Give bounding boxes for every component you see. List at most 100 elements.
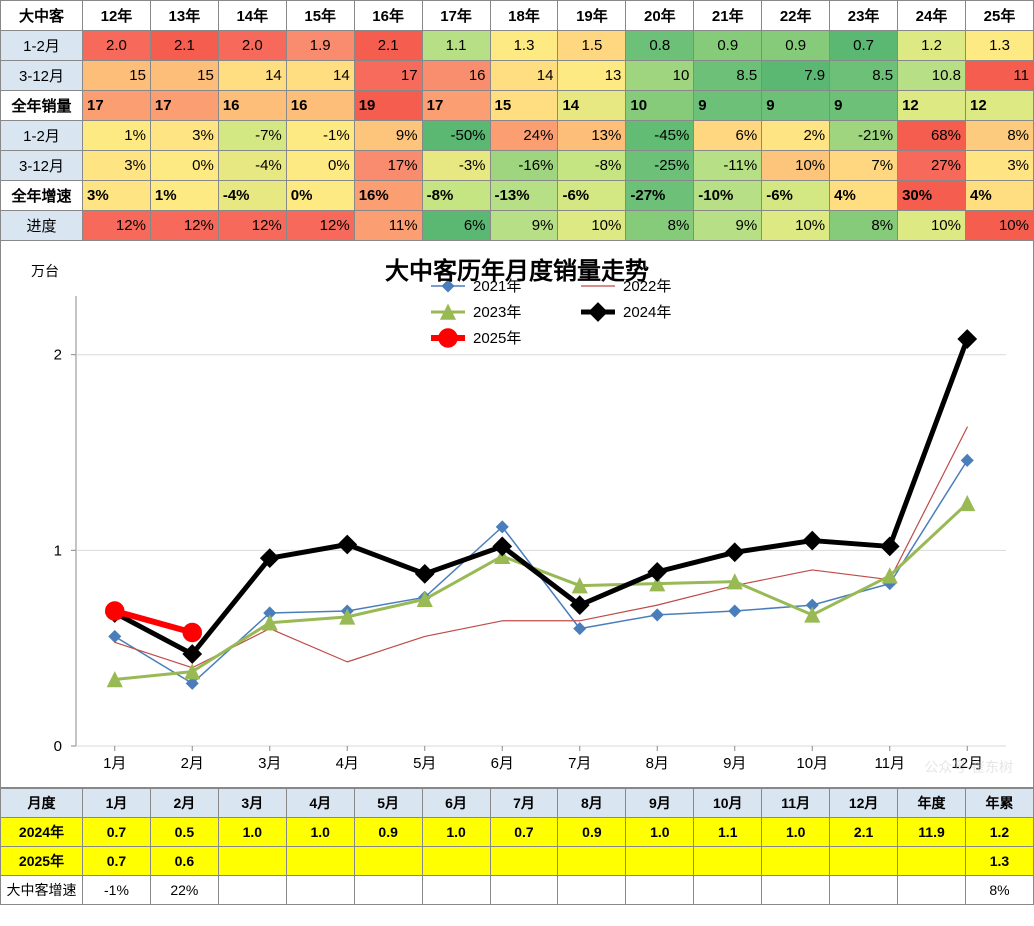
heatmap-cell: 6% (694, 121, 762, 151)
monthly-row-2: 大中客增速-1%22% 8% (1, 876, 1034, 905)
heatmap-cell: 12% (286, 211, 354, 241)
heatmap-cell: -10% (694, 181, 762, 211)
heatmap-cell: 8.5 (830, 61, 898, 91)
heatmap-cell: 2% (762, 121, 830, 151)
heatmap-cell: 13% (558, 121, 626, 151)
heatmap-cell: 17% (354, 151, 422, 181)
heatmap-cell: 30% (898, 181, 966, 211)
heatmap-cell: 12% (218, 211, 286, 241)
heatmap-col-2: 14年 (218, 1, 286, 31)
monthly-cell: 1.3 (965, 847, 1033, 876)
monthly-cell (490, 847, 558, 876)
heatmap-cell: 13 (558, 61, 626, 91)
svg-text:8月: 8月 (646, 755, 669, 772)
heatmap-cell: 16 (286, 91, 354, 121)
heatmap-cell: -25% (626, 151, 694, 181)
monthly-cell: -1% (83, 876, 151, 905)
heatmap-col-4: 16年 (354, 1, 422, 31)
monthly-col-7: 7月 (490, 789, 558, 818)
monthly-cell (218, 847, 286, 876)
chart-title: 大中客历年月度销量走势 (1, 251, 1033, 286)
svg-text:0: 0 (54, 738, 62, 755)
heatmap-cell: 15 (150, 61, 218, 91)
chart-svg: 0121月2月3月4月5月6月7月8月9月10月11月12月2021年2022年… (1, 241, 1033, 787)
heatmap-cell: 7.9 (762, 61, 830, 91)
heatmap-row-6: 进度12%12%12%12%11%6%9%10%8%9%10%8%10%10% (1, 211, 1034, 241)
heatmap-cell: 16 (422, 61, 490, 91)
monthly-cell (354, 847, 422, 876)
heatmap-cell: 0.9 (762, 31, 830, 61)
monthly-cell (354, 876, 422, 905)
monthly-cell: 1.0 (762, 818, 830, 847)
heatmap-cell: 9 (694, 91, 762, 121)
heatmap-cell: 1.5 (558, 31, 626, 61)
svg-text:2025年: 2025年 (473, 330, 521, 347)
monthly-col-8: 8月 (558, 789, 626, 818)
monthly-cell (626, 876, 694, 905)
heatmap-row-5: 全年增速3%1%-4%0%16%-8%-13%-6%-27%-10%-6%4%3… (1, 181, 1034, 211)
heatmap-cell: 1.1 (422, 31, 490, 61)
monthly-col-2: 2月 (150, 789, 218, 818)
heatmap-col-11: 23年 (830, 1, 898, 31)
heatmap-cell: 10 (626, 61, 694, 91)
monthly-cell: 1.0 (286, 818, 354, 847)
heatmap-cell: 19 (354, 91, 422, 121)
heatmap-cell: 17 (83, 91, 151, 121)
svg-text:5月: 5月 (413, 755, 436, 772)
monthly-cell (898, 847, 966, 876)
monthly-cell: 8% (965, 876, 1033, 905)
monthly-row-label: 2024年 (1, 818, 83, 847)
monthly-cell: 0.7 (83, 847, 151, 876)
heatmap-cell: 24% (490, 121, 558, 151)
heatmap-cell: 17 (422, 91, 490, 121)
heatmap-cell: 16% (354, 181, 422, 211)
monthly-cell (422, 847, 490, 876)
heatmap-cell: 17 (150, 91, 218, 121)
svg-text:2: 2 (54, 347, 62, 364)
monthly-cell (626, 847, 694, 876)
monthly-cell: 0.7 (490, 818, 558, 847)
heatmap-cell: 1.3 (965, 31, 1033, 61)
heatmap-cell: 8% (965, 121, 1033, 151)
monthly-cell: 0.9 (354, 818, 422, 847)
svg-text:2023年: 2023年 (473, 304, 521, 321)
monthly-col-3: 3月 (218, 789, 286, 818)
watermark: 公众号·崔东树 (924, 757, 1013, 777)
monthly-row-label: 大中客增速 (1, 876, 83, 905)
heatmap-cell: 12 (965, 91, 1033, 121)
heatmap-cell: -6% (558, 181, 626, 211)
heatmap-cell: 1% (150, 181, 218, 211)
heatmap-cell: 12% (83, 211, 151, 241)
heatmap-cell: 3% (83, 151, 151, 181)
heatmap-cell: 10% (558, 211, 626, 241)
heatmap-cell: 1.2 (898, 31, 966, 61)
monthly-col-9: 9月 (626, 789, 694, 818)
monthly-cell: 1.2 (965, 818, 1033, 847)
heatmap-row-1: 3-12月1515141417161413108.57.98.510.811 (1, 61, 1034, 91)
heatmap-cell: -4% (218, 151, 286, 181)
heatmap-row-0: 1-2月2.02.12.01.92.11.11.31.50.80.90.90.7… (1, 31, 1034, 61)
heatmap-cell: -8% (422, 181, 490, 211)
heatmap-cell: 8.5 (694, 61, 762, 91)
monthly-cell: 22% (150, 876, 218, 905)
svg-text:10月: 10月 (796, 755, 828, 772)
monthly-col-1: 1月 (83, 789, 151, 818)
heatmap-cell: 27% (898, 151, 966, 181)
heatmap-col-10: 22年 (762, 1, 830, 31)
svg-text:6月: 6月 (491, 755, 514, 772)
heatmap-cell: 2.1 (150, 31, 218, 61)
heatmap-row-label: 进度 (1, 211, 83, 241)
monthly-cell: 0.5 (150, 818, 218, 847)
heatmap-cell: -16% (490, 151, 558, 181)
heatmap-cell: 0.9 (694, 31, 762, 61)
heatmap-cell: 14 (218, 61, 286, 91)
heatmap-cell: 2.1 (354, 31, 422, 61)
heatmap-corner: 大中客 (1, 1, 83, 31)
heatmap-cell: -1% (286, 121, 354, 151)
heatmap-cell: 10.8 (898, 61, 966, 91)
heatmap-cell: 4% (830, 181, 898, 211)
heatmap-cell: -50% (422, 121, 490, 151)
heatmap-cell: 12% (150, 211, 218, 241)
monthly-col-5: 5月 (354, 789, 422, 818)
heatmap-cell: 14 (490, 61, 558, 91)
